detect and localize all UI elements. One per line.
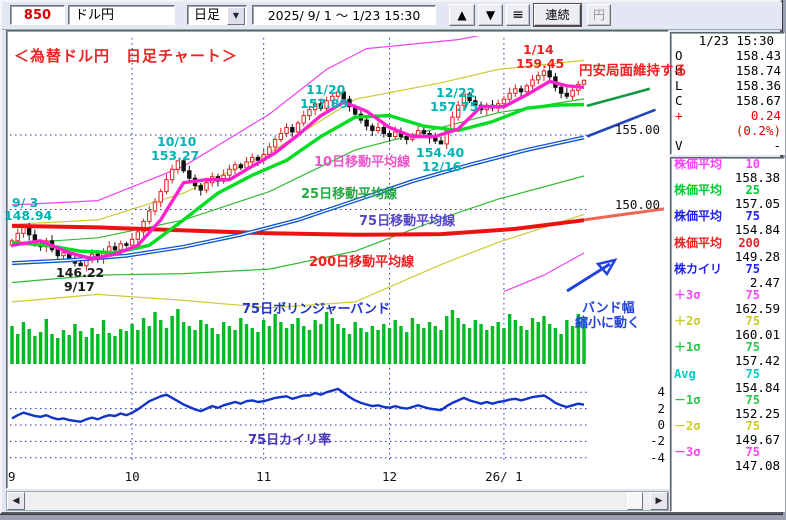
- indicator-label-row: ＋3σ 75: [674, 287, 760, 302]
- quote-row: L 158.36: [675, 78, 781, 93]
- indicator-value: 158.38: [734, 170, 780, 186]
- timeframe-select[interactable]: 日足 ▼: [187, 5, 247, 25]
- indicator-label-row: Avg 75: [674, 366, 760, 381]
- indicator-value: 149.28: [734, 248, 780, 264]
- indicator-value: 147.08: [734, 458, 780, 474]
- quote-datetime: 1/23 15:30: [698, 33, 774, 48]
- indicator-value: 152.25: [734, 405, 780, 421]
- quote-row: C 158.67: [675, 93, 781, 108]
- scroll-down-button[interactable]: ▼: [478, 4, 503, 26]
- indicator-label-row: ＋2σ 75: [674, 314, 760, 329]
- indicator-value: 160.01: [734, 327, 780, 343]
- scroll-up-button[interactable]: ▲: [449, 4, 475, 26]
- indicator-value: 149.67: [734, 431, 780, 447]
- timeframe-value: 日足: [193, 8, 220, 23]
- indicator-label-row: 株価平均 200: [674, 235, 760, 250]
- menu-button[interactable]: ≡: [506, 4, 530, 26]
- indicator-label-row: ＋1σ 75: [674, 340, 760, 355]
- quote-panel: 1/23 15:30 O 158.43 H 158.74 L 158.36 C 158.67 +…: [670, 32, 785, 155]
- indicator-value: 154.84: [734, 222, 780, 238]
- indicator-value: 162.59: [734, 301, 780, 317]
- yen-button: 円: [587, 4, 611, 26]
- continuous-button[interactable]: 連続: [533, 3, 582, 27]
- horizontal-scrollbar[interactable]: ◀ ▶: [6, 491, 669, 511]
- symbol-code-field[interactable]: 850: [10, 5, 65, 25]
- indicator-panel: 株価平均 10 158.38 株価平均 25 157.05 株価平均 75 154.84 株価平均…: [670, 157, 785, 512]
- indicator-value: 154.84: [734, 379, 780, 395]
- indicator-value: 157.05: [734, 196, 780, 212]
- toolbar: 850 ドル円 日足 ▼ 2025/ 9/ 1 ～ 1/23 15:30 ▲ ▼…: [2, 2, 782, 30]
- indicator-label-row: 株価平均 25: [674, 183, 760, 198]
- quote-row: +0.24: [675, 108, 781, 123]
- chevron-down-icon[interactable]: ▼: [227, 7, 245, 25]
- indicator-label-row: －1σ 75: [674, 392, 760, 407]
- quote-row: H 158.74: [675, 63, 781, 78]
- scrollbar-thumb[interactable]: [627, 492, 643, 510]
- indicator-label-row: －2σ 75: [674, 418, 760, 433]
- indicator-value: 157.42: [734, 353, 780, 369]
- quote-row: (0.2%): [735, 123, 781, 138]
- quote-row: O 158.43: [675, 48, 781, 63]
- quote-row: V-: [675, 138, 781, 153]
- scroll-left-icon[interactable]: ◀: [7, 492, 25, 510]
- indicator-value: 2.47: [749, 274, 780, 290]
- indicator-label-row: 株カイリ 75: [674, 261, 760, 276]
- chart-canvas: [6, 30, 669, 489]
- indicator-label-row: 株価平均 75: [674, 209, 760, 224]
- date-range-display: 2025/ 9/ 1 ～ 1/23 15:30: [252, 5, 436, 25]
- scroll-right-icon[interactable]: ▶: [650, 492, 668, 510]
- indicator-label-row: －3σ 75: [674, 445, 760, 460]
- indicator-label-row: 株価平均 10: [674, 157, 760, 171]
- instrument-name-field[interactable]: ドル円: [68, 5, 175, 25]
